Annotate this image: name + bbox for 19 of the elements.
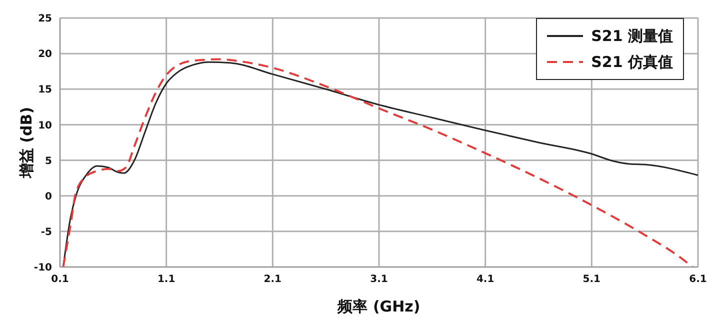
y-tick-label: 0 xyxy=(45,191,52,202)
y-tick-label: 15 xyxy=(38,84,52,96)
x-tick-label: 0.1 xyxy=(51,274,69,286)
x-tick-label: 6.1 xyxy=(689,274,707,286)
y-tick-label: 10 xyxy=(38,120,52,132)
y-tick-label: 25 xyxy=(38,14,52,25)
x-tick-label: 2.1 xyxy=(264,274,282,286)
x-tick-label: 3.1 xyxy=(370,274,388,286)
y-tick-label: -5 xyxy=(40,226,52,238)
y-tick-label: 5 xyxy=(45,156,52,167)
x-axis-title: 频率 (GHz) xyxy=(336,298,420,316)
x-tick-label: 4.1 xyxy=(476,274,494,286)
y-axis-title: 增益 (dB) xyxy=(17,106,36,180)
y-tick-label: 20 xyxy=(38,49,52,60)
legend-label: S21 测量值 xyxy=(591,26,673,47)
legend-label: S21 仿真值 xyxy=(591,52,673,73)
y-tick-label: -10 xyxy=(34,262,52,274)
x-tick-label: 5.1 xyxy=(582,274,601,286)
x-tick-label: 1.1 xyxy=(157,274,176,286)
